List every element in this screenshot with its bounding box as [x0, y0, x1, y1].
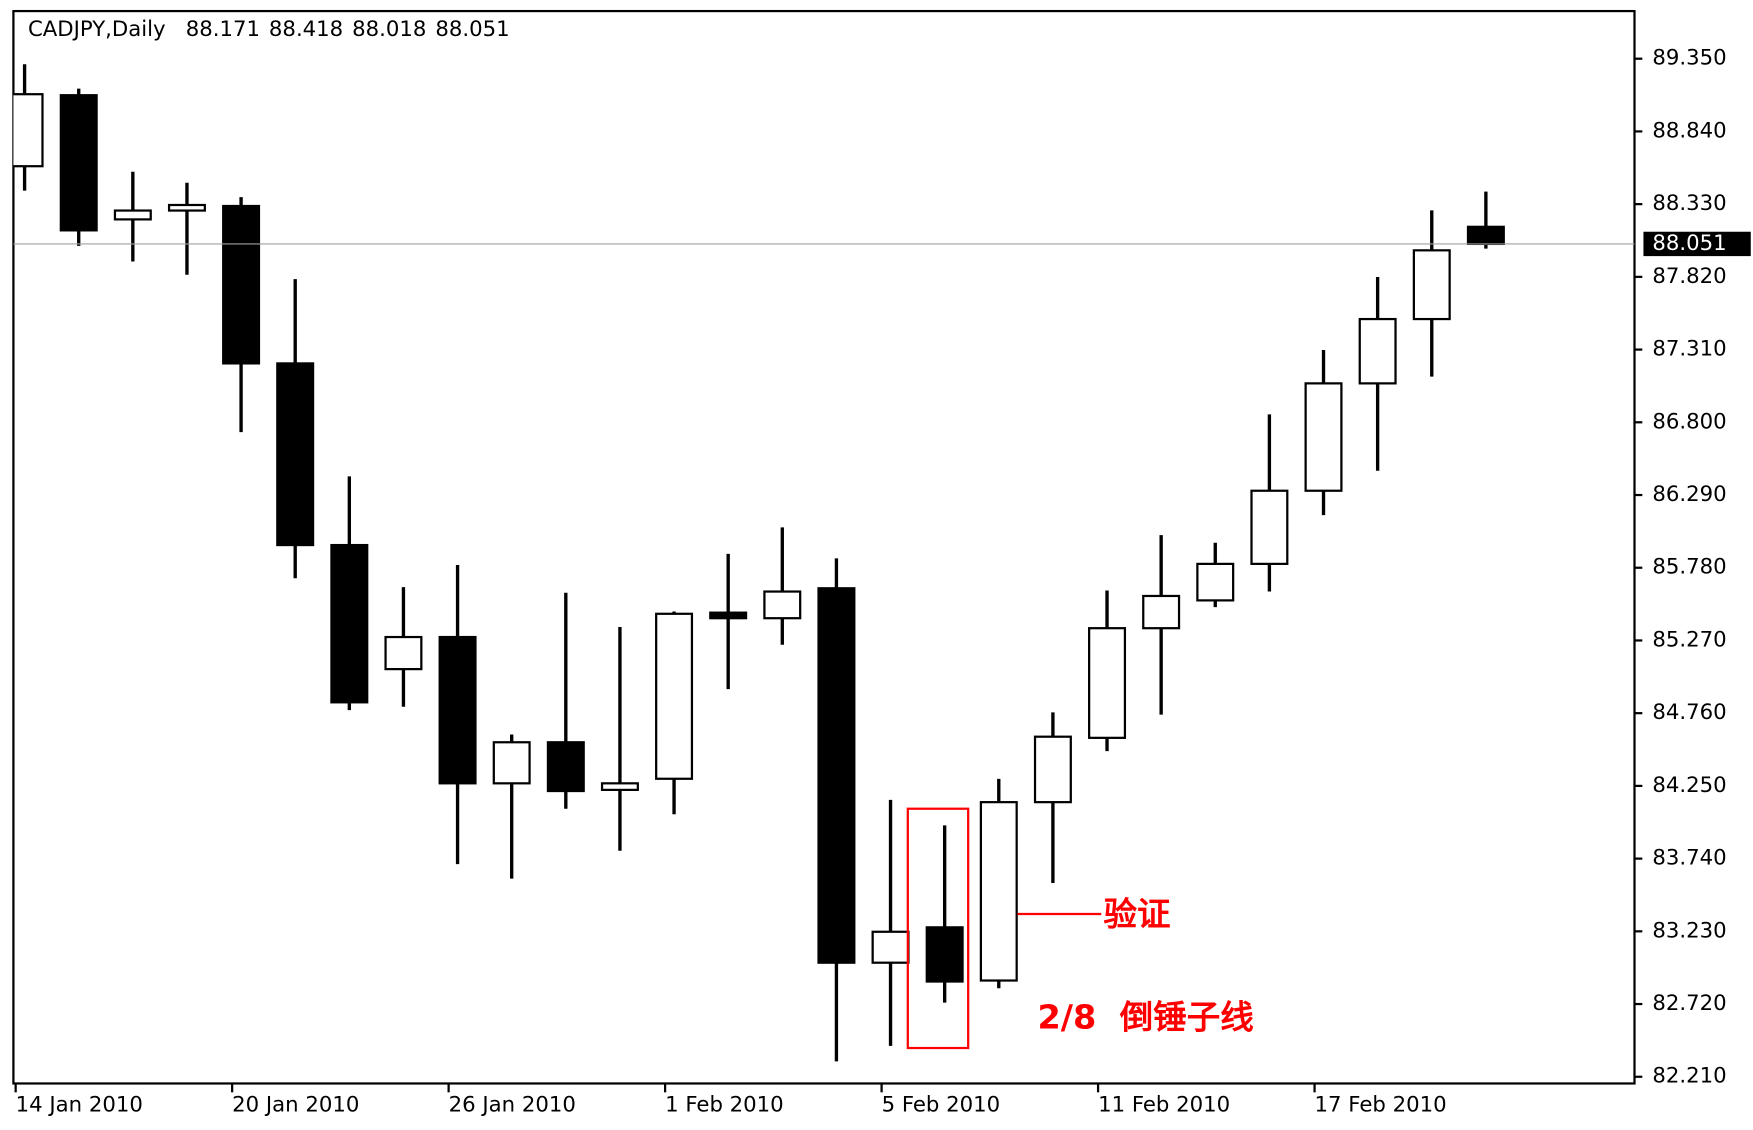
- symbol: CADJPY,Daily: [28, 16, 166, 41]
- annotation: 2/8 倒锤子线: [1037, 998, 1253, 1037]
- y-tick-label: 88.330: [1652, 190, 1726, 215]
- candle-body: [113, 209, 152, 221]
- candle-body: [600, 782, 639, 791]
- candle-body: [492, 741, 531, 785]
- chart-title: CADJPY,Daily 88.171 88.418 88.018 88.051: [28, 16, 510, 41]
- candle-body: [384, 635, 423, 671]
- y-tick-label: 88.840: [1652, 117, 1726, 142]
- candle-body: [13, 93, 44, 168]
- y-tick-label: 82.210: [1652, 1063, 1726, 1088]
- y-tick-label: 86.800: [1652, 408, 1726, 433]
- candle-body: [1142, 594, 1181, 630]
- candle-body: [438, 635, 477, 785]
- y-tick-label: 83.230: [1652, 917, 1726, 942]
- x-tick-label: 26 Jan 2010: [449, 1092, 576, 1117]
- candle-body: [330, 543, 369, 704]
- candle-body: [871, 930, 910, 964]
- header-close: 88.051: [435, 16, 509, 41]
- candle-body: [1196, 562, 1235, 602]
- candle-body: [59, 94, 98, 232]
- candle-body: [1304, 382, 1343, 492]
- candle-body: [546, 741, 585, 793]
- candle-body: [1250, 489, 1289, 565]
- y-tick-label: 83.740: [1652, 845, 1726, 870]
- candle-body: [925, 926, 964, 983]
- header-low: 88.018: [352, 16, 426, 41]
- y-tick-label: 82.720: [1652, 990, 1726, 1015]
- y-tick-label: 85.780: [1652, 554, 1726, 579]
- candle-body: [167, 203, 206, 212]
- highlight-box: [906, 807, 970, 1050]
- candle-body: [1033, 735, 1072, 804]
- y-tick-label: 84.760: [1652, 699, 1726, 724]
- x-tick-label: 1 Feb 2010: [665, 1092, 784, 1117]
- candle-body: [979, 801, 1018, 982]
- y-tick-label: 87.820: [1652, 263, 1726, 288]
- header-high: 88.418: [269, 16, 343, 41]
- y-tick-label: 87.310: [1652, 336, 1726, 361]
- candle-body: [222, 204, 261, 365]
- candle-body: [817, 587, 856, 964]
- candle-body: [655, 612, 694, 780]
- x-tick-label: 20 Jan 2010: [232, 1092, 359, 1117]
- candle-body: [1088, 627, 1127, 739]
- last-price-label: 88.051: [1652, 230, 1726, 255]
- candle-body: [1466, 225, 1505, 246]
- x-tick-label: 5 Feb 2010: [882, 1092, 1001, 1117]
- candle-body: [1358, 317, 1397, 385]
- x-tick-label: 14 Jan 2010: [16, 1092, 143, 1117]
- x-tick-label: 17 Feb 2010: [1315, 1092, 1447, 1117]
- y-tick-label: 84.250: [1652, 772, 1726, 797]
- x-tick-label: 11 Feb 2010: [1098, 1092, 1230, 1117]
- candle-body: [276, 362, 315, 547]
- plot-area: [13, 64, 1635, 1062]
- candle-body: [709, 611, 748, 620]
- candle-body: [1412, 249, 1451, 321]
- candle-body: [763, 590, 802, 620]
- y-tick-label: 89.350: [1652, 45, 1726, 70]
- y-tick-label: 86.290: [1652, 481, 1726, 506]
- annotation: 验证: [1103, 895, 1170, 934]
- y-tick-label: 85.270: [1652, 627, 1726, 652]
- header-open: 88.171: [186, 16, 260, 41]
- last-price-box: [1643, 231, 1751, 257]
